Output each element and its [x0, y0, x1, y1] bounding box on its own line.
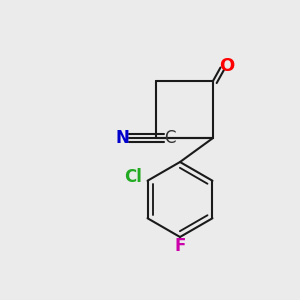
Text: O: O: [220, 57, 235, 75]
Text: C: C: [164, 129, 176, 147]
Text: F: F: [174, 237, 186, 255]
Text: N: N: [116, 129, 129, 147]
Text: Cl: Cl: [124, 168, 142, 186]
